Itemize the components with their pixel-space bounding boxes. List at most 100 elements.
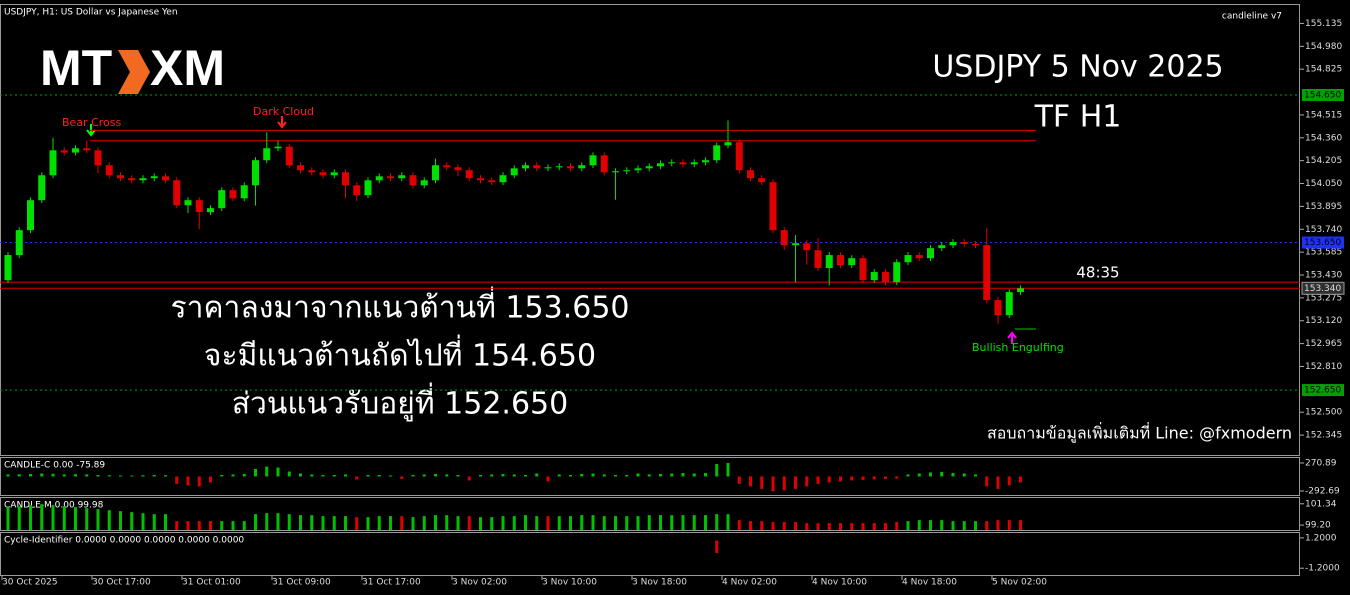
candle-body xyxy=(139,178,147,181)
indicator-bar xyxy=(355,517,359,530)
indicator-bar xyxy=(445,515,449,530)
indicator-bar xyxy=(906,474,910,477)
candle-body xyxy=(960,242,968,245)
candle-body xyxy=(623,170,631,172)
indicator-bar xyxy=(422,474,426,477)
indicator-bar xyxy=(996,520,1000,530)
indicator-bar xyxy=(895,522,899,530)
candle-body xyxy=(533,165,541,169)
logo-right: XM xyxy=(150,40,225,96)
candle-body xyxy=(263,148,271,161)
indicator-bar xyxy=(546,476,550,482)
candle-body xyxy=(49,150,57,176)
candle-body xyxy=(162,176,169,181)
candle-body xyxy=(803,243,811,251)
candle-body xyxy=(375,176,383,181)
indicator-bar xyxy=(119,475,122,477)
analysis-line: ส่วนแนวรับอยู่ที่ 152.650 xyxy=(232,383,568,422)
indicator-bar xyxy=(726,514,730,530)
indicator-bar xyxy=(872,523,876,530)
level-box xyxy=(1302,89,1344,101)
candle-body xyxy=(769,182,777,231)
candle-body xyxy=(94,150,102,166)
indicator-bar xyxy=(85,508,89,530)
indicator-bar xyxy=(51,505,55,530)
candle-body xyxy=(477,178,484,181)
indicator-bar xyxy=(512,474,516,477)
indicator-bar xyxy=(816,523,820,530)
candle-body xyxy=(330,172,338,176)
indicator-bar xyxy=(715,540,719,554)
candle-body xyxy=(308,170,316,173)
y-tick-label: 153.275 xyxy=(1305,293,1342,303)
x-tick-label: 4 Nov 18:00 xyxy=(902,578,957,588)
indicator-bar xyxy=(366,474,370,477)
logo: MT XM xyxy=(40,40,225,96)
indicator-bar xyxy=(692,473,696,477)
indicator-bar xyxy=(40,504,44,530)
candle-body xyxy=(499,175,507,183)
candle-body xyxy=(60,150,68,153)
indicator-bar xyxy=(332,474,336,477)
candle-body xyxy=(364,180,372,196)
candle-body xyxy=(994,300,1002,316)
indicator-bar xyxy=(850,523,854,530)
indicator-bar xyxy=(299,515,302,530)
y-tick-label: 154.980 xyxy=(1305,42,1342,52)
y-tick-label: 270.89 xyxy=(1305,458,1337,468)
indicator-bar xyxy=(456,516,460,530)
candle-body xyxy=(657,163,664,167)
indicator-bar xyxy=(96,509,100,530)
y-tick-label: 99.20 xyxy=(1305,521,1331,531)
candle-body xyxy=(252,160,259,186)
candle-body xyxy=(837,255,844,266)
candle-body xyxy=(15,230,23,256)
indicator-bar xyxy=(557,474,561,477)
candle-body xyxy=(904,255,912,263)
candle-body xyxy=(735,142,743,171)
signal-arrow xyxy=(277,116,287,129)
indicator-bar xyxy=(771,476,775,492)
candle-m-frame xyxy=(0,497,1300,531)
candle-body xyxy=(409,175,417,186)
indicator-bar xyxy=(546,516,550,530)
indicator-bar xyxy=(670,515,674,530)
indicator-bar xyxy=(1007,476,1011,486)
indicator-bar xyxy=(580,515,584,530)
indicator-bar xyxy=(467,476,471,481)
indicator-bar xyxy=(737,520,741,530)
candle-body xyxy=(319,172,327,176)
candle-body xyxy=(938,245,946,249)
candle-body xyxy=(38,175,46,201)
candle-body xyxy=(713,145,721,161)
candle-body xyxy=(758,178,766,183)
candle-body xyxy=(274,146,282,149)
indicator-bar xyxy=(310,474,314,477)
indicator-bar xyxy=(366,517,370,530)
current-box xyxy=(1301,281,1345,295)
indicator-bar xyxy=(794,522,797,530)
overlay-timeframe: TF H1 xyxy=(1034,100,1122,135)
x-tick-label: 30 Oct 2025 xyxy=(2,578,58,588)
indicator-bar xyxy=(884,523,887,530)
candle-body xyxy=(634,168,642,171)
indicator-bar xyxy=(782,476,786,491)
indicator-bar xyxy=(614,516,617,530)
candle-body xyxy=(589,155,597,166)
indicator-bar xyxy=(726,463,730,477)
x-tick-label: 5 Nov 02:00 xyxy=(992,578,1047,588)
candle-body xyxy=(814,250,822,269)
countdown: 48:35 xyxy=(1076,264,1119,282)
indicator-bar xyxy=(760,521,764,530)
analysis-line: จะมีแนวต้านถัดไปที่ 154.650 xyxy=(204,335,596,374)
indicator-bar xyxy=(479,517,482,530)
panel-frames xyxy=(0,4,1300,576)
indicator-bar xyxy=(265,513,269,530)
logo-left: MT xyxy=(40,40,112,96)
indicator-bar xyxy=(62,474,66,477)
indicator-bar xyxy=(962,473,966,477)
indicator-bar xyxy=(164,475,167,477)
indicator-bar xyxy=(501,516,505,530)
candle-body xyxy=(207,208,214,213)
y-tick-label: 1.2000 xyxy=(1305,533,1337,543)
